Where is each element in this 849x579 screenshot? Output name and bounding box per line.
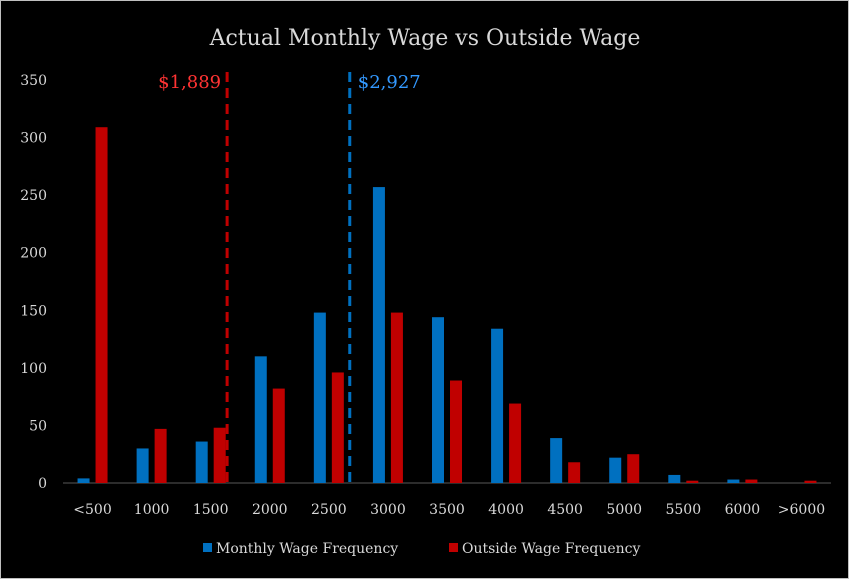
bar-outside-wage (509, 403, 522, 483)
legend-label-monthly: Monthly Wage Frequency (216, 541, 398, 557)
bar-outside-wage (331, 372, 344, 483)
bar-outside-wage (627, 454, 640, 483)
x-tick-label: >6000 (778, 502, 825, 518)
bar-outside-wage (272, 388, 285, 483)
bar-outside-wage (154, 428, 167, 483)
y-tick-label: 100 (20, 361, 47, 377)
x-axis: <500 1000 1500 2000 2500 3000 3500 4000 4500 5000… (63, 482, 831, 518)
x-tick-label: 4500 (547, 502, 583, 518)
y-tick-label: 50 (29, 418, 47, 434)
bar-monthly-wage (136, 448, 149, 483)
bar-outside-wage (95, 127, 108, 484)
x-tick-label: 5000 (606, 502, 642, 518)
bar-monthly-wage (727, 479, 740, 483)
x-tick-label: 5500 (665, 502, 701, 518)
bar-monthly-wage (432, 317, 444, 483)
outside-wage-average-label: $1,889 (158, 72, 221, 93)
bar-monthly-wage (77, 478, 90, 483)
bar-monthly-wage (491, 328, 504, 483)
x-tick-label: 3000 (370, 502, 406, 518)
x-tick-label: 6000 (725, 502, 761, 518)
bar-monthly-wage (550, 438, 563, 483)
bar-outside-wage (450, 380, 462, 483)
x-tick-label: <500 (73, 502, 111, 518)
monthly-wage-average-label: $2,927 (358, 72, 421, 93)
x-tick-label: 4000 (488, 502, 524, 518)
bar-outside-wage (213, 427, 226, 483)
y-tick-label: 350 (20, 73, 47, 89)
bar-outside-wage (804, 480, 817, 483)
bar-monthly-wage (254, 356, 267, 483)
x-tick-label: 1500 (193, 502, 229, 518)
x-tick-label: 3500 (429, 502, 465, 518)
y-tick-label: 300 (20, 131, 47, 147)
y-tick-label: 200 (20, 246, 47, 262)
y-tick-label: 150 (20, 303, 47, 319)
y-axis: 0 50 100 150 200 250 300 350 (20, 73, 47, 492)
x-tick-label: 1000 (134, 502, 170, 518)
y-tick-label: 250 (20, 188, 47, 204)
x-tick-label: 2500 (311, 502, 347, 518)
bar-monthly-wage (313, 312, 326, 483)
chart-title: Actual Monthly Wage vs Outside Wage (209, 26, 641, 51)
bar-monthly-wage (609, 457, 622, 483)
bar-outside-wage (568, 462, 581, 483)
bar-monthly-wage (195, 441, 208, 483)
x-tick-label: 2000 (252, 502, 288, 518)
legend-label-outside: Outside Wage Frequency (462, 541, 641, 557)
bar-monthly-wage (372, 187, 385, 483)
bar-outside-wage (686, 480, 699, 483)
bars-group (77, 127, 817, 484)
legend: Monthly Wage Frequency Outside Wage Freq… (203, 541, 641, 557)
annotation-group: $1,889 $2,927 (158, 72, 421, 483)
bar-outside-wage (390, 312, 403, 483)
y-tick-label: 0 (38, 476, 47, 492)
legend-swatch-monthly (203, 543, 212, 552)
bar-monthly-wage (668, 474, 681, 483)
bar-outside-wage (745, 479, 758, 483)
legend-swatch-outside (449, 543, 458, 552)
